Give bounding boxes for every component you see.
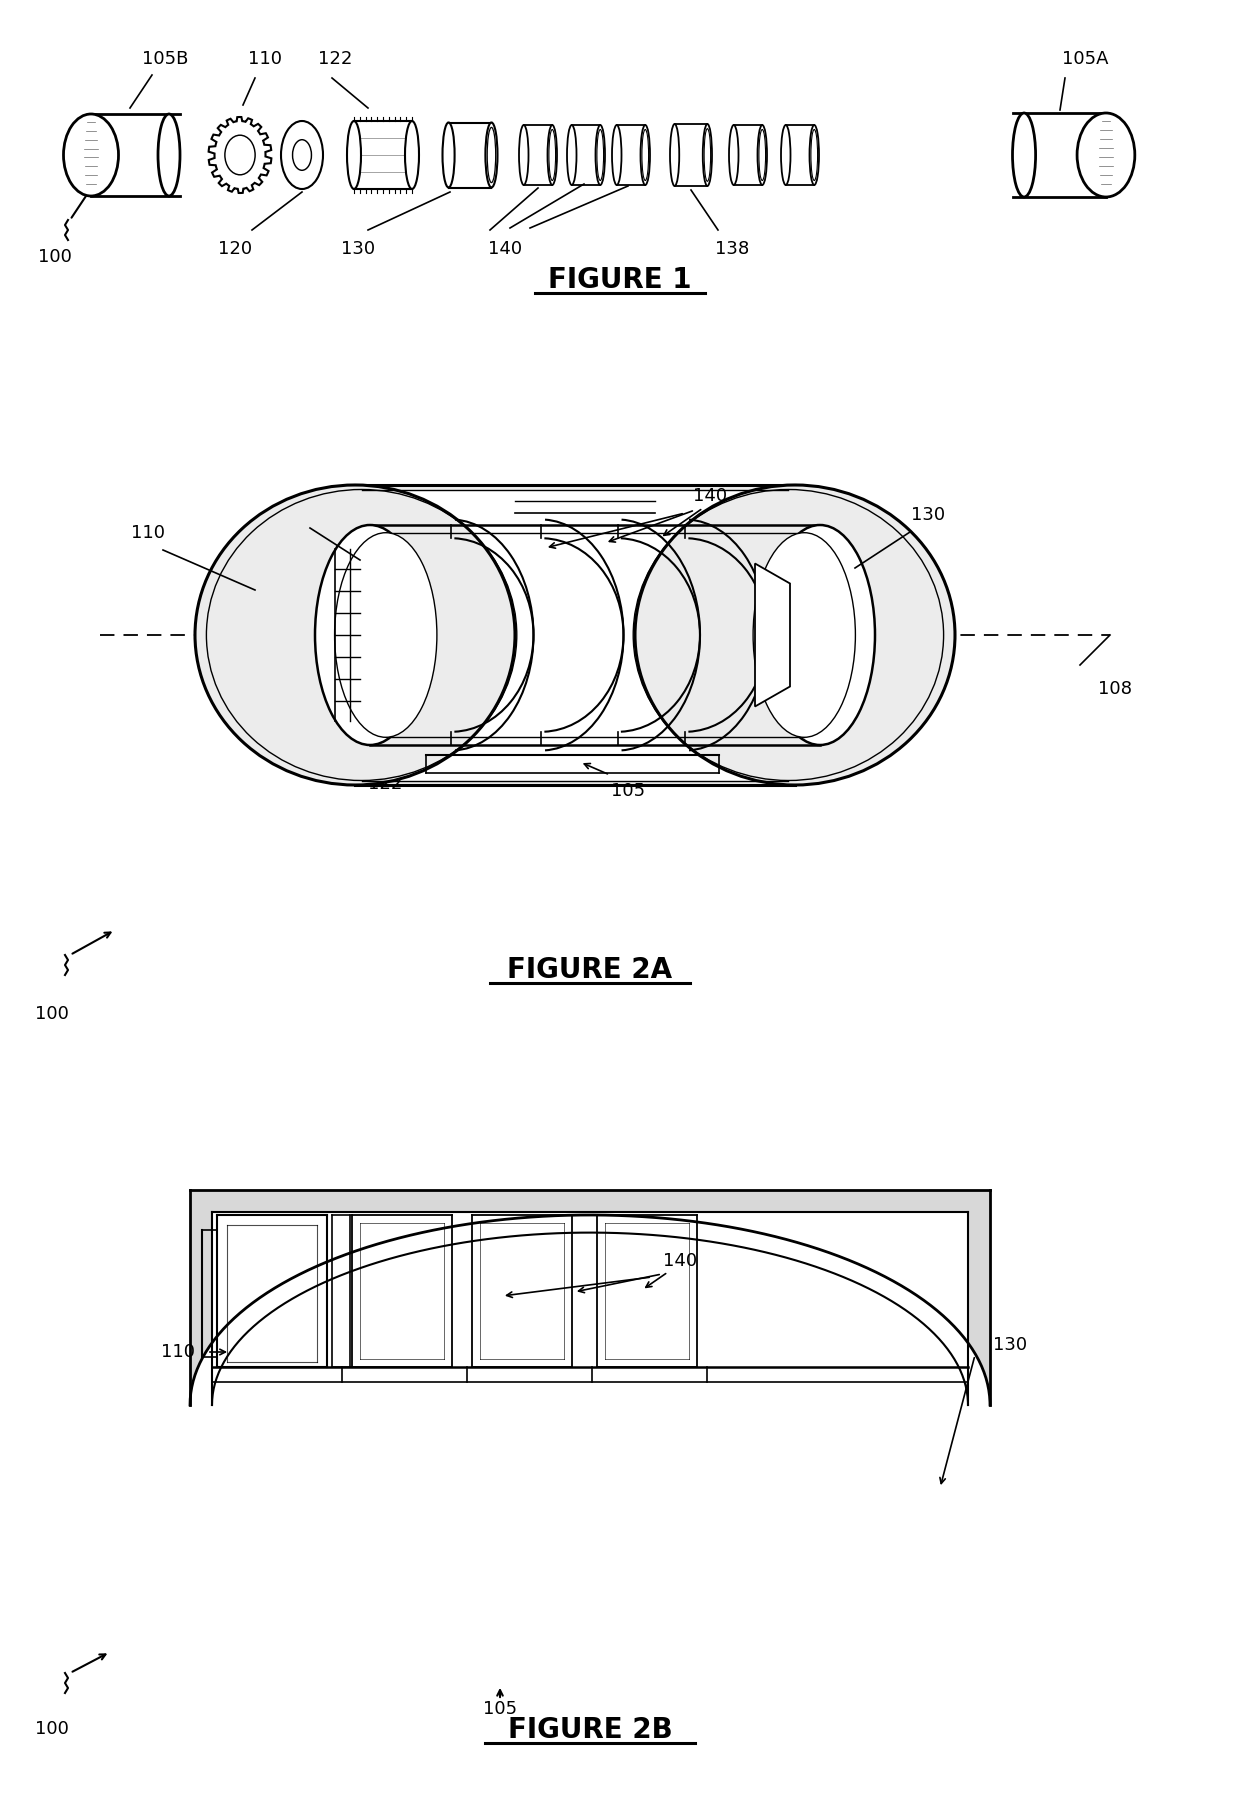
Polygon shape [190,1189,990,1406]
Ellipse shape [810,124,818,186]
Bar [362,490,789,780]
FancyBboxPatch shape [786,124,815,186]
Bar [1013,114,1106,196]
Text: 100: 100 [35,1719,69,1737]
Ellipse shape [1078,114,1135,196]
Ellipse shape [405,121,419,189]
Text: 110: 110 [131,524,165,542]
Bar [362,490,789,780]
Text: 105: 105 [482,1699,517,1717]
FancyBboxPatch shape [734,124,763,186]
FancyBboxPatch shape [523,124,552,186]
Text: 112: 112 [278,503,312,521]
Text: 100: 100 [38,249,72,267]
Ellipse shape [206,490,517,780]
Polygon shape [212,1213,968,1406]
Ellipse shape [758,124,768,186]
Ellipse shape [443,123,455,187]
Text: 140: 140 [693,487,727,505]
Ellipse shape [335,533,436,737]
Ellipse shape [520,124,528,186]
Text: 120: 120 [218,240,252,258]
Ellipse shape [567,124,577,186]
FancyBboxPatch shape [616,124,645,186]
Text: 130: 130 [993,1335,1027,1353]
Text: 110: 110 [248,50,281,68]
Ellipse shape [63,114,119,196]
FancyBboxPatch shape [675,124,707,186]
Text: 130: 130 [341,240,374,258]
FancyBboxPatch shape [449,123,491,187]
Bar [91,114,180,196]
Ellipse shape [281,121,322,189]
Text: FIGURE 1: FIGURE 1 [548,267,692,294]
Text: 138: 138 [715,240,749,258]
Text: 110: 110 [161,1342,195,1361]
Ellipse shape [703,124,712,186]
Ellipse shape [781,124,791,186]
Text: 108: 108 [1097,679,1132,697]
FancyBboxPatch shape [572,124,600,186]
Text: 105A: 105A [1061,50,1109,68]
Ellipse shape [195,485,515,786]
Text: FIGURE 2B: FIGURE 2B [507,1716,672,1744]
Ellipse shape [753,533,856,737]
Ellipse shape [347,121,361,189]
Text: 105B: 105B [141,50,188,68]
Ellipse shape [635,485,955,786]
Ellipse shape [315,524,425,744]
Ellipse shape [1013,114,1035,196]
Ellipse shape [595,124,605,186]
Text: 130: 130 [911,506,945,524]
Ellipse shape [548,124,557,186]
Text: 122: 122 [368,775,402,793]
Text: 140: 140 [663,1252,697,1270]
Ellipse shape [729,124,739,186]
Ellipse shape [157,114,180,196]
Text: 105: 105 [611,782,645,800]
Text: 140: 140 [487,240,522,258]
Text: FIGURE 2A: FIGURE 2A [507,957,672,984]
Ellipse shape [670,124,680,186]
Ellipse shape [613,124,621,186]
Bar [355,485,795,786]
Ellipse shape [634,490,944,780]
Ellipse shape [765,524,875,744]
Polygon shape [755,564,790,706]
Text: 122: 122 [317,50,352,68]
Ellipse shape [485,123,497,187]
Ellipse shape [641,124,650,186]
Polygon shape [208,117,272,193]
Bar [353,121,412,189]
Text: 100: 100 [35,1006,69,1024]
